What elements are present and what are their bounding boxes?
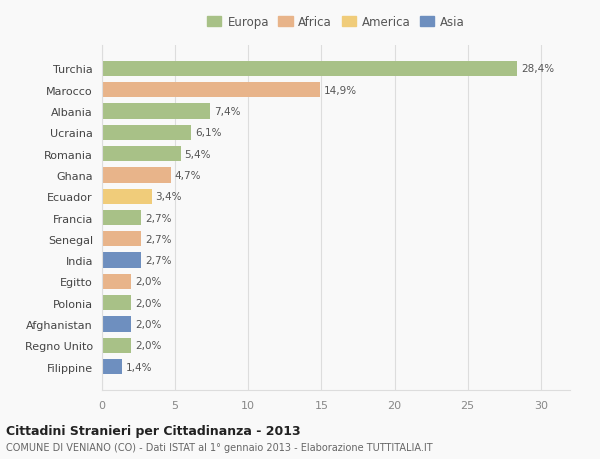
- Text: 5,4%: 5,4%: [185, 149, 211, 159]
- Text: COMUNE DI VENIANO (CO) - Dati ISTAT al 1° gennaio 2013 - Elaborazione TUTTITALIA: COMUNE DI VENIANO (CO) - Dati ISTAT al 1…: [6, 442, 433, 452]
- Bar: [102, 296, 131, 311]
- Text: 6,1%: 6,1%: [195, 128, 221, 138]
- Text: 2,7%: 2,7%: [145, 234, 172, 244]
- Bar: [102, 338, 131, 353]
- Text: 2,0%: 2,0%: [135, 277, 161, 287]
- Legend: Europa, Africa, America, Asia: Europa, Africa, America, Asia: [205, 14, 467, 32]
- Bar: [102, 210, 142, 226]
- Text: 3,4%: 3,4%: [155, 192, 182, 202]
- Bar: [102, 168, 171, 183]
- Text: 2,0%: 2,0%: [135, 319, 161, 329]
- Bar: [102, 104, 210, 119]
- Bar: [102, 62, 517, 77]
- Text: Cittadini Stranieri per Cittadinanza - 2013: Cittadini Stranieri per Cittadinanza - 2…: [6, 424, 301, 437]
- Text: 7,4%: 7,4%: [214, 107, 241, 117]
- Bar: [102, 83, 320, 98]
- Bar: [102, 189, 152, 204]
- Text: 28,4%: 28,4%: [521, 64, 554, 74]
- Text: 4,7%: 4,7%: [175, 170, 201, 180]
- Text: 2,0%: 2,0%: [135, 341, 161, 351]
- Bar: [102, 232, 142, 247]
- Text: 2,7%: 2,7%: [145, 213, 172, 223]
- Text: 2,0%: 2,0%: [135, 298, 161, 308]
- Bar: [102, 274, 131, 290]
- Bar: [102, 146, 181, 162]
- Bar: [102, 359, 122, 375]
- Text: 14,9%: 14,9%: [323, 85, 356, 95]
- Bar: [102, 253, 142, 268]
- Text: 2,7%: 2,7%: [145, 256, 172, 266]
- Text: 1,4%: 1,4%: [126, 362, 152, 372]
- Bar: [102, 125, 191, 140]
- Bar: [102, 317, 131, 332]
